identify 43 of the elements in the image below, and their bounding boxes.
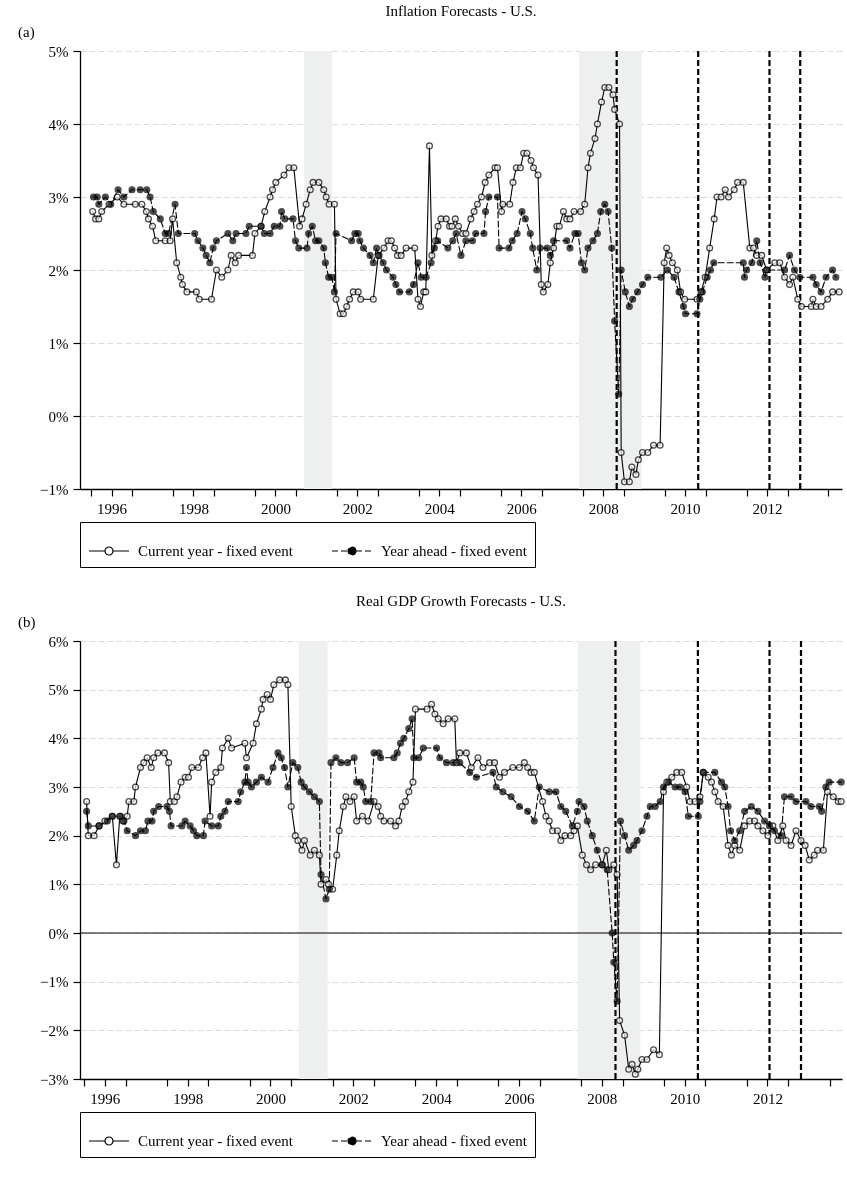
y-tick-label: 5%	[48, 43, 69, 60]
x-tick-label: 2010	[670, 1090, 701, 1107]
y-tick-label: 1%	[48, 335, 69, 352]
y-tick-label: 6%	[48, 633, 69, 650]
x-tick-label: 2002	[342, 500, 373, 517]
y-tick-label: 4%	[48, 116, 69, 133]
y-tick-label: −1%	[40, 481, 69, 498]
x-tick-label: 1998	[173, 1090, 204, 1107]
x-tick-label: 1998	[178, 500, 209, 517]
chart-title: Real GDP Growth Forecasts - U.S.	[356, 593, 566, 609]
y-tick-label: −1%	[40, 974, 69, 991]
x-tick-label: 2004	[421, 1090, 453, 1107]
x-tick-label: 2002	[338, 1090, 369, 1107]
chart-title: Inflation Forecasts - U.S.	[385, 3, 537, 19]
x-tick-label: 2010	[670, 500, 701, 517]
y-tick-label: −3%	[40, 1071, 69, 1088]
y-tick-label: 3%	[48, 189, 69, 206]
y-tick-label: 1%	[48, 876, 69, 893]
y-tick-label: 2%	[48, 262, 69, 279]
y-tick-label: 0%	[48, 408, 69, 425]
y-tick-label: 3%	[48, 779, 69, 796]
y-tick-label: 4%	[48, 730, 69, 747]
x-tick-label: 2000	[256, 1090, 286, 1107]
legend-label: Year ahead - fixed event	[381, 543, 528, 559]
x-tick-label: 2000	[260, 500, 291, 517]
x-tick-label: 2012	[752, 1090, 783, 1107]
x-tick-label: 2004	[424, 500, 456, 517]
x-tick-label: 2006	[506, 500, 538, 517]
x-tick-label: 2006	[504, 1090, 535, 1107]
legend-label: Current year - fixed event	[138, 543, 294, 559]
x-tick-label: 1996	[97, 500, 128, 517]
text: (b)	[18, 614, 36, 631]
y-tick-label: 0%	[48, 925, 69, 942]
legend-label: Current year - fixed event	[138, 1133, 294, 1149]
x-tick-label: 2012	[752, 500, 783, 517]
x-tick-label: 2008	[588, 500, 619, 517]
y-tick-label: 2%	[48, 828, 69, 845]
text: (a)	[18, 24, 35, 41]
y-tick-label: −2%	[40, 1022, 69, 1039]
legend-label: Year ahead - fixed event	[381, 1133, 528, 1149]
x-tick-label: 2008	[587, 1090, 618, 1107]
x-tick-label: 1996	[90, 1090, 121, 1107]
y-tick-label: 5%	[48, 682, 69, 699]
